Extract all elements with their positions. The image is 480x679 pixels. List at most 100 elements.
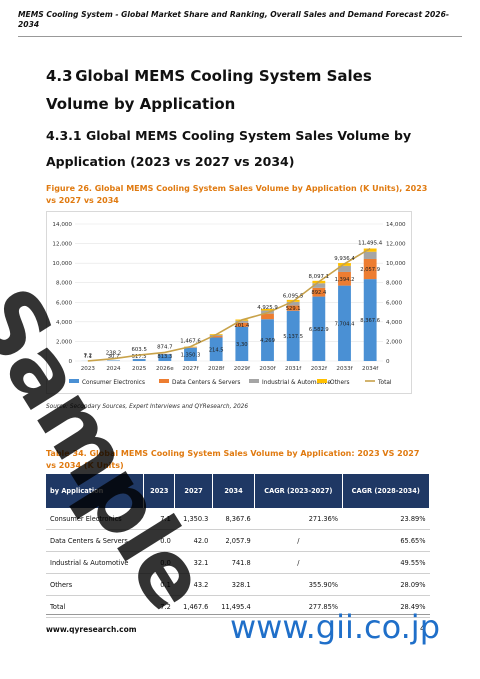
bar-segment [338, 271, 351, 286]
section-heading: 4.3 Global MEMS Cooling System Sales Vol… [46, 62, 426, 118]
bar-data-label: 5,137.5 [283, 334, 303, 340]
legend-label: Total [377, 380, 392, 386]
cell-2027: 32.1 [174, 551, 213, 574]
y-right-tick-label: 4,000 [386, 320, 402, 326]
table-row: Consumer Electronics 7.1 1,350.3 8,367.6… [46, 508, 430, 530]
section-title: Global MEMS Cooling System Sales Volume … [46, 67, 372, 113]
total-data-label: 874.7 [157, 344, 172, 350]
bar-segment [363, 279, 377, 361]
cell-cagr-1: 277.85% [254, 595, 343, 618]
bar-data-label: 1,350.3 [181, 352, 201, 358]
segment-data-label: 892.4 [311, 290, 327, 296]
legend-label: Consumer Electronics [82, 380, 145, 386]
x-tick-label: 2031f [285, 366, 302, 372]
total-data-label: 238.2 [106, 351, 121, 357]
segment-data-label: 529.1 [286, 306, 301, 312]
y-right-tick-label: 6,000 [386, 300, 402, 306]
segment-data-label: 1,394.2 [335, 277, 355, 283]
bar-segment [261, 313, 274, 320]
bar-segment [261, 308, 274, 311]
total-line [87, 247, 371, 362]
sales-volume-table: by Application 2023 2027 2034 CAGR (2023… [46, 474, 431, 618]
table-row: Data Centers & Servers 0.0 42.0 2,057.9 … [46, 529, 430, 552]
cell-2023: 7.2 [143, 595, 175, 618]
bar-segment [312, 283, 326, 288]
cell-cagr-1: / [254, 529, 343, 552]
legend-label: Data Centers & Servers [172, 380, 240, 386]
cell-application: Total [46, 595, 144, 618]
cell-2027: 1,350.3 [174, 508, 213, 530]
legend-swatch [159, 379, 169, 383]
table-row: Industrial & Automotive 0.0 32.1 741.8 /… [46, 551, 430, 574]
y-left-tick-label: 12,000 [52, 242, 72, 248]
footer-divider [46, 614, 430, 615]
figure-caption: Figure 26. Global MEMS Cooling System Sa… [46, 184, 428, 205]
y-left-tick-label: 2,000 [56, 339, 72, 345]
segment-data-label: 201.4 [234, 323, 250, 329]
bar-segment [209, 336, 223, 338]
cell-application: Data Centers & Servers [46, 529, 144, 552]
chart-container: 0 2,000 4,000 6,000 8,000 10,000 12,000 14,000 0… [46, 211, 412, 394]
table-row: Others 0.1 43.2 328.1 355.90% 28.09% [46, 573, 430, 596]
header-2023: 2023 [143, 474, 176, 508]
total-data-label: 8,097.1 [309, 274, 330, 280]
y-left-tick-label: 0 [68, 359, 72, 365]
bar-segment [312, 287, 326, 297]
cell-cagr-1: / [254, 551, 343, 574]
bar-segment [312, 296, 326, 361]
cell-cagr-2: 65.65% [342, 529, 430, 552]
cell-2034: 11,495.4 [212, 595, 255, 618]
x-tick-label: 2032f [311, 366, 328, 372]
bar-segment [338, 265, 351, 272]
x-tick-label: 2024 [106, 366, 121, 372]
cell-application: Industrial & Automotive [46, 551, 144, 574]
cell-2034: 2,057.9 [212, 529, 255, 552]
cell-2034: 741.8 [212, 551, 255, 574]
legend-swatch [249, 379, 259, 383]
bar-data-label: 3,30 [236, 342, 248, 348]
y-right-tick-label: 2,000 [386, 339, 402, 345]
total-data-label: 4,925.9 [257, 305, 278, 311]
x-tick-label: 2034f [362, 366, 379, 372]
cell-cagr-1: 271.36% [254, 508, 343, 530]
bar-segment [158, 354, 172, 361]
header-2034: 2034 [212, 474, 256, 508]
chart-source-note: Source: Secondary Sources, Expert Interv… [46, 404, 249, 410]
cell-2034: 8,367.6 [212, 508, 255, 530]
bar-data-label: 7,704.4 [335, 321, 355, 327]
total-data-label: 603.5 [131, 347, 146, 353]
cell-2023: 0.0 [143, 551, 175, 574]
section-number: 4.3 [46, 67, 73, 85]
bar-segment [338, 285, 351, 361]
y-left-tick-label: 10,000 [52, 261, 72, 267]
legend-swatch [69, 379, 79, 383]
cell-cagr-1: 355.90% [254, 573, 343, 596]
x-tick-label: 2025 [132, 366, 147, 372]
table-header-row: by Application 2023 2027 2034 CAGR (2023… [46, 474, 431, 508]
bar-segment [235, 320, 249, 323]
cell-2034: 328.1 [212, 573, 255, 596]
cell-cagr-2: 28.09% [342, 573, 430, 596]
bar-data-label: 517.5 [132, 354, 147, 360]
header-application: by Application [46, 474, 145, 508]
total-data-label: 11,495.4 [358, 241, 383, 247]
y-right-tick-label: 14,000 [386, 222, 406, 228]
cell-2027: 1,467.6 [174, 595, 213, 618]
bar-segment [286, 305, 300, 311]
legend-label: Industrial & Automotive [262, 380, 331, 386]
header-divider [18, 36, 462, 37]
total-data-label: 9,936.4 [334, 256, 355, 262]
bar-segment [261, 319, 274, 361]
header-cagr-2028-2034: CAGR (2028-2034) [342, 474, 431, 508]
total-data-label: 6,095.5 [283, 293, 304, 299]
y-right-tick-label: 10,000 [386, 261, 406, 267]
x-tick-label: 2029f [234, 366, 251, 372]
bar-data-label: 6,582.9 [309, 327, 329, 333]
x-tick-label: 2033f [336, 366, 353, 372]
bar-data-label: 8,367.6 [360, 318, 380, 324]
x-tick-label: 2030f [259, 366, 276, 372]
bar-segment [235, 322, 249, 327]
cell-application: Others [46, 573, 144, 596]
x-tick-label: 2026e [156, 366, 174, 372]
bar-segment [235, 326, 249, 361]
